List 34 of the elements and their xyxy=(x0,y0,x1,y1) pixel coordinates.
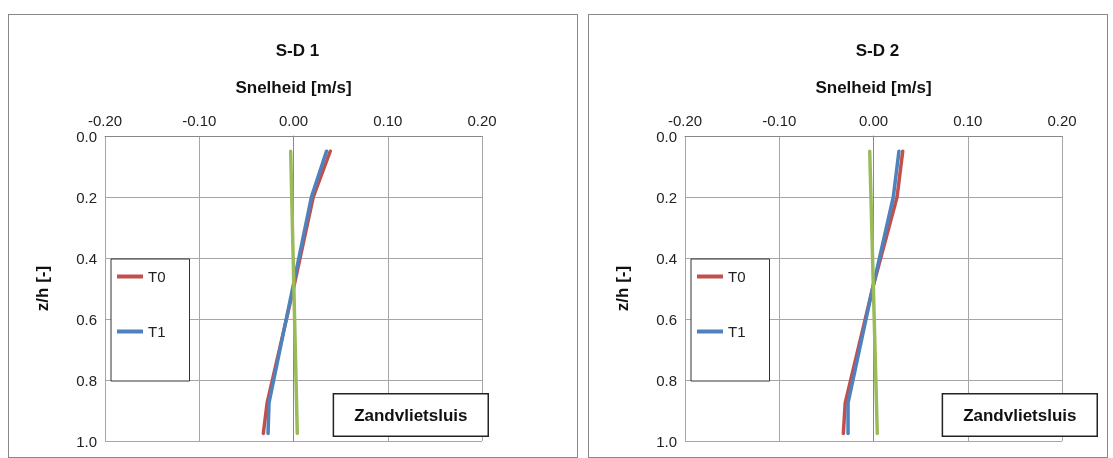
y-tick-label: 0.6 xyxy=(76,310,97,328)
chart-title: S-D 1 xyxy=(275,41,320,60)
y-tick-label: 0.6 xyxy=(656,310,677,328)
x-axis-title: Snelheid [m/s] xyxy=(235,78,352,97)
x-tick-label: -0.10 xyxy=(182,112,217,129)
y-tick-label: 0.4 xyxy=(76,249,97,267)
x-tick-label: 0.00 xyxy=(278,112,309,129)
annotation: Zandvlietsluis xyxy=(354,405,468,425)
x-tick-label: -0.20 xyxy=(667,112,703,129)
x-tick-label: -0.10 xyxy=(762,112,797,129)
annotation: Zandvlietsluis xyxy=(963,405,1077,425)
x-tick-label: 0.20 xyxy=(1047,112,1077,129)
y-axis-title: z/h [-] xyxy=(613,265,632,312)
y-tick-label: 0.2 xyxy=(656,188,677,206)
legend-label: T0 xyxy=(148,268,166,285)
y-tick-label: 1.0 xyxy=(656,432,677,450)
y-tick-label: 1.0 xyxy=(76,432,97,450)
y-tick-label: 0.8 xyxy=(76,371,97,389)
x-tick-label: -0.20 xyxy=(87,112,123,129)
x-axis-title: Snelheid [m/s] xyxy=(815,78,932,97)
y-tick-label: 0.8 xyxy=(656,371,677,389)
legend-label: T0 xyxy=(728,268,746,285)
x-tick-label: 0.20 xyxy=(467,112,497,129)
y-tick-label: 0.2 xyxy=(76,188,97,206)
y-tick-label: 0.0 xyxy=(76,127,97,145)
legend-label: T1 xyxy=(148,323,166,340)
x-tick-label: 0.00 xyxy=(858,112,889,129)
x-tick-label: 0.10 xyxy=(373,112,403,129)
y-tick-label: 0.0 xyxy=(656,127,677,145)
legend-label: T1 xyxy=(728,323,746,340)
x-tick-label: 0.10 xyxy=(953,112,983,129)
y-tick-label: 0.4 xyxy=(656,249,677,267)
y-axis-title: z/h [-] xyxy=(33,265,52,312)
chart-title: S-D 2 xyxy=(855,41,900,60)
